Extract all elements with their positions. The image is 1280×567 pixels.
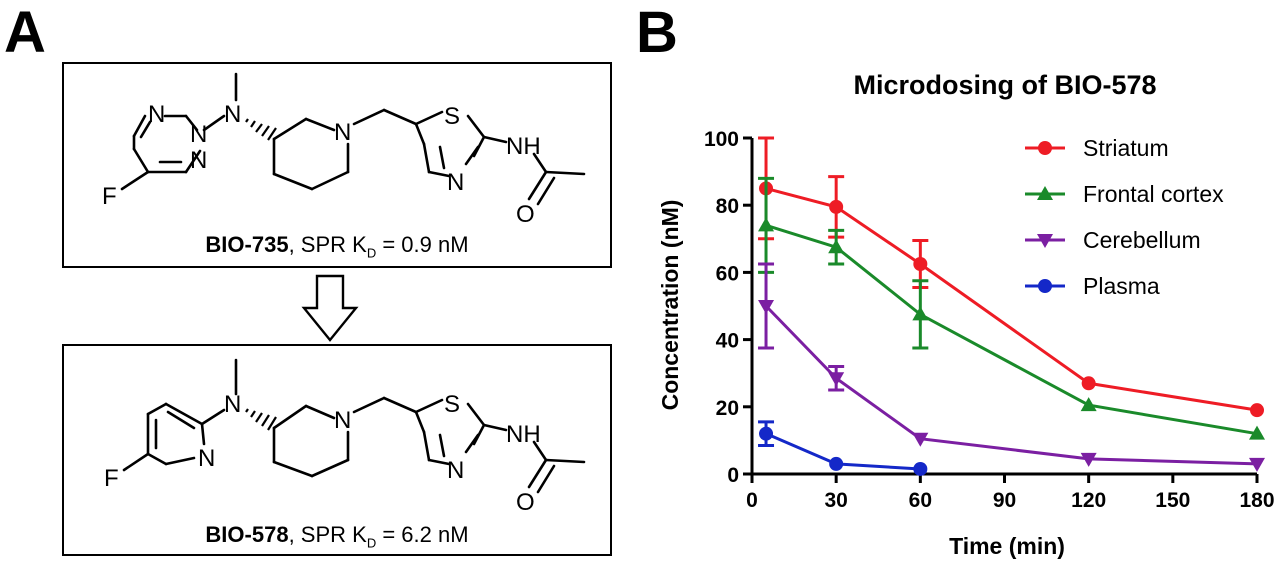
assay-subscript: D (366, 535, 377, 551)
atom-label: NH (506, 421, 541, 448)
compound-name: BIO-735 (205, 232, 289, 257)
data-point (1080, 397, 1097, 412)
data-point (829, 199, 844, 214)
atom-label: N (334, 119, 351, 146)
atom-label: O (516, 489, 535, 516)
legend-label: Frontal cortex (1083, 181, 1224, 207)
x-tick-label: 90 (993, 489, 1016, 512)
atom-label: S (444, 391, 460, 418)
atom-label: N (224, 391, 241, 418)
atom-label: N (148, 101, 165, 128)
data-point (1249, 457, 1265, 472)
data-point (913, 257, 928, 271)
series-cerebellum (758, 262, 1265, 472)
data-point (1081, 376, 1096, 391)
atom-label: N (447, 457, 464, 484)
atom-label: N (190, 121, 207, 148)
legend-item: Cerebellum (1025, 227, 1201, 253)
axes: 0 30 60 90 120 150 180 0 20 40 60 80 100 (704, 128, 1275, 512)
down-arrow-icon (301, 274, 359, 342)
data-point (912, 306, 929, 321)
atom-label: N (190, 147, 207, 174)
atom-label: F (104, 465, 119, 492)
data-point (828, 372, 845, 387)
atom-label: F (102, 183, 117, 210)
legend-marker (1037, 186, 1053, 200)
y-tick-label: 40 (716, 330, 739, 353)
x-tick-label: 180 (1239, 489, 1274, 512)
x-tick-label: 30 (824, 489, 847, 512)
legend-label: Cerebellum (1083, 227, 1201, 253)
data-point (912, 432, 929, 447)
atom-label: NH (506, 133, 541, 160)
data-point (1249, 425, 1265, 440)
legend-marker (1038, 279, 1052, 293)
y-tick-label: 0 (727, 464, 739, 487)
atom-label: N (334, 407, 351, 434)
structure-bio-578: N F N N S N NH O (104, 358, 586, 516)
atom-label: N (224, 101, 241, 128)
kd-value: = 0.9 nM (376, 232, 469, 257)
panel-label-b: B (636, 0, 678, 65)
legend-label: Plasma (1083, 273, 1160, 299)
y-tick-label: 100 (704, 128, 739, 151)
assay-label: , SPR K (288, 522, 367, 547)
x-tick-label: 0 (746, 489, 758, 512)
data-point (758, 217, 775, 232)
x-tick-label: 60 (909, 489, 932, 512)
series-frontal-cortex (758, 176, 1265, 440)
series-line (765, 432, 921, 471)
data-point (1080, 452, 1097, 467)
assay-label: , SPR K (288, 232, 367, 257)
data-point (829, 456, 844, 471)
y-axis-label: Concentration (nM) (657, 200, 683, 411)
compound-caption-bio-578: BIO-578, SPR KD = 6.2 nM (64, 522, 610, 550)
legend-marker (1038, 141, 1052, 155)
series-layer (758, 136, 1265, 476)
y-tick-label: 20 (716, 397, 739, 420)
atom-label: O (516, 201, 535, 228)
compound-box-bio-578: N F N N S N NH O BIO-578, SPR KD = 6.2 n… (62, 344, 612, 556)
legend: Striatum Frontal cortex Cerebellum Plasma (1025, 135, 1224, 299)
legend-item: Plasma (1025, 273, 1160, 299)
assay-subscript: D (366, 245, 377, 261)
panel-label-a: A (4, 0, 46, 65)
legend-item: Striatum (1025, 135, 1169, 161)
structure-bio-735: N N N F N N S N NH O (102, 72, 586, 228)
data-point (913, 461, 928, 476)
atom-label: S (444, 103, 460, 130)
data-point (759, 426, 774, 441)
y-tick-label: 80 (716, 195, 739, 218)
x-tick-label: 150 (1155, 489, 1190, 512)
compound-caption-bio-735: BIO-735, SPR KD = 0.9 nM (64, 232, 610, 260)
series-plasma (758, 420, 928, 476)
legend-marker (1037, 234, 1053, 248)
x-axis-label: Time (min) (949, 533, 1065, 559)
concentration-time-chart: Microdosing of BIO-578 Concentration (nM… (657, 70, 1275, 559)
kd-value: = 6.2 nM (376, 522, 469, 547)
legend-item: Frontal cortex (1025, 181, 1224, 207)
compound-name: BIO-578 (205, 522, 289, 547)
data-point (758, 300, 775, 314)
chart-title: Microdosing of BIO-578 (853, 70, 1156, 100)
data-point (1250, 403, 1264, 418)
y-tick-label: 60 (716, 262, 739, 285)
data-point (828, 239, 845, 254)
atom-label: N (447, 169, 464, 196)
compound-box-bio-735: N N N F N N S N NH O BIO-735, SPR KD = 0… (62, 62, 612, 268)
legend-label: Striatum (1083, 135, 1169, 161)
x-tick-label: 120 (1071, 489, 1106, 512)
atom-label: N (198, 445, 215, 472)
